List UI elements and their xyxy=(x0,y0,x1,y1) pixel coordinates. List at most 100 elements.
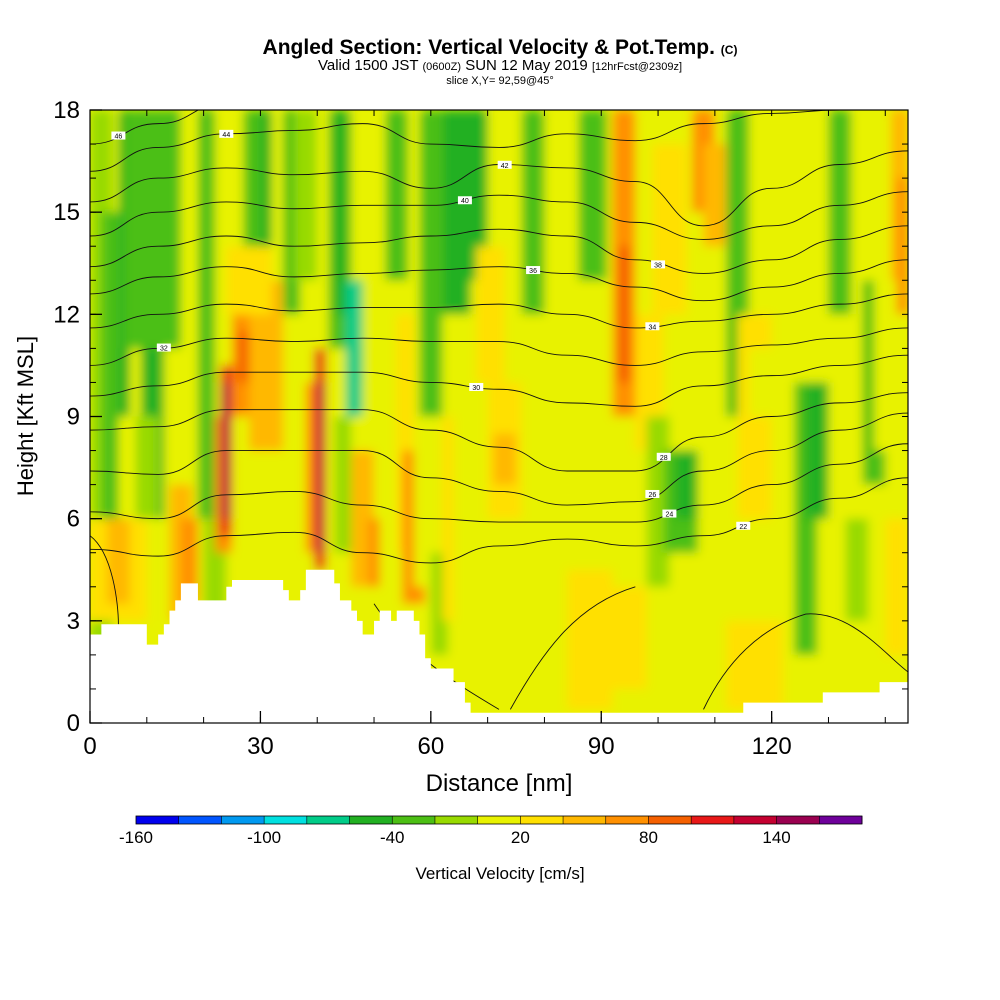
velocity-patch xyxy=(589,586,647,689)
contour-label-bg xyxy=(469,382,484,391)
velocity-patch xyxy=(318,382,323,553)
contour-label: 30 xyxy=(472,385,480,392)
velocity-patch xyxy=(618,246,630,383)
velocity-patch xyxy=(226,246,272,315)
contour-label: 36 xyxy=(529,268,537,275)
velocity-patch xyxy=(419,110,443,417)
y-tick-label: 0 xyxy=(67,710,80,737)
velocity-patch xyxy=(464,110,488,281)
colorbar-swatch xyxy=(819,816,863,824)
y-tick-label: 6 xyxy=(67,506,80,533)
velocity-patch xyxy=(476,246,505,383)
colorbar-swatch xyxy=(605,816,649,824)
colorbar-label: Vertical Velocity [cm/s] xyxy=(415,864,585,883)
contour-label-bg xyxy=(645,322,660,331)
colorbar-swatch xyxy=(221,816,265,824)
theta-contour-line xyxy=(703,613,908,710)
velocity-patch xyxy=(180,518,198,604)
velocity-patch xyxy=(493,433,517,485)
velocity-patch xyxy=(760,110,784,315)
velocity-patch xyxy=(351,348,363,383)
theta-contour-line xyxy=(90,191,908,240)
velocity-patch xyxy=(294,110,318,281)
contour-label: 32 xyxy=(160,346,168,353)
contour-label-bg xyxy=(497,160,512,169)
theta-contour-line xyxy=(90,535,119,625)
theta-contour-line xyxy=(90,477,908,564)
colorbar-swatch xyxy=(349,816,393,824)
colorbar-tick-label: -100 xyxy=(247,828,281,847)
title-block: Angled Section: Vertical Velocity & Pot.… xyxy=(0,36,1000,87)
velocity-patch xyxy=(124,110,181,349)
chart-title-unit: (C) xyxy=(720,43,738,57)
velocity-patch xyxy=(652,144,687,315)
x-tick-label: 90 xyxy=(588,733,615,760)
contour-label-bg xyxy=(526,266,541,275)
colorbar-swatch xyxy=(691,816,735,824)
colorbar xyxy=(135,815,863,825)
valid-date: SUN 12 May 2019 xyxy=(465,57,588,74)
colorbar-swatch xyxy=(776,816,820,824)
contour-label: 46 xyxy=(115,134,123,141)
theta-contour-line xyxy=(90,259,908,302)
contour-label: 38 xyxy=(654,262,662,269)
colorbar-tick-label: -40 xyxy=(380,828,405,847)
velocity-patch xyxy=(135,416,159,519)
contour-label: 42 xyxy=(501,163,509,170)
colorbar-swatch xyxy=(733,816,778,824)
colorbar-swatch xyxy=(477,816,521,824)
velocity-patch xyxy=(521,110,545,315)
contour-label-bg xyxy=(457,196,472,205)
velocity-patch xyxy=(726,620,784,710)
y-tick-label: 9 xyxy=(67,404,80,431)
x-tick-label: 60 xyxy=(417,733,444,760)
colorbar-swatch xyxy=(434,816,479,824)
contour-label-bg xyxy=(662,509,677,518)
theta-contour-line xyxy=(90,293,908,329)
y-axis-label: Height [Kft MSL] xyxy=(13,336,38,496)
contour-label-bg xyxy=(645,489,660,498)
valid-time: Valid 1500 JST (0600Z) SUN 12 May 2019 [… xyxy=(0,58,1000,75)
colorbar-frame xyxy=(135,815,863,825)
velocity-patch xyxy=(385,110,409,281)
contour-label: 22 xyxy=(739,524,747,531)
slice-info: slice X,Y= 92,59@45° xyxy=(446,75,554,87)
chart-title-text: Angled Section: Vertical Velocity & Pot.… xyxy=(262,36,715,59)
theta-contour-labels: 46 44 42 40 38 36 34 32 30 28 26 24 22 xyxy=(111,129,751,531)
velocity-patch xyxy=(107,518,130,604)
velocity-patch xyxy=(578,110,607,281)
theta-contour-line xyxy=(509,586,636,710)
velocity-patch xyxy=(197,110,215,519)
velocity-patch xyxy=(368,518,380,587)
valid-time-local: Valid 1500 JST xyxy=(317,57,419,74)
y-tick-label: 3 xyxy=(67,608,80,635)
y-tick-label: 12 xyxy=(53,301,80,328)
contour-label: 40 xyxy=(461,198,469,205)
colorbar-swatch xyxy=(648,816,692,824)
contour-label-bg xyxy=(156,343,171,352)
theta-contour-line xyxy=(90,443,908,523)
contour-label: 28 xyxy=(660,455,668,462)
theta-contour-line xyxy=(90,327,908,366)
velocity-patch xyxy=(675,450,698,519)
valid-time-utc: (0600Z) xyxy=(422,61,462,73)
contour-label: 24 xyxy=(666,512,674,519)
theta-contours xyxy=(90,110,908,710)
velocity-patch xyxy=(260,110,272,247)
chart-title: Angled Section: Vertical Velocity & Pot.… xyxy=(0,36,1000,62)
velocity-patch xyxy=(748,348,784,417)
velocity-patches xyxy=(90,110,908,723)
x-tick-label: 120 xyxy=(752,733,792,760)
theta-contour-line xyxy=(90,392,908,472)
colorbar-swatch xyxy=(306,816,351,824)
theta-contour-line xyxy=(90,412,908,506)
velocity-patch xyxy=(771,484,795,621)
velocity-patch xyxy=(703,144,727,247)
forecast-info: [12hrFcst@2309z] xyxy=(591,61,682,73)
y-tick-label: 18 xyxy=(53,97,80,124)
y-tick-label: 15 xyxy=(53,199,80,226)
velocity-patch xyxy=(243,110,261,247)
contour-label-bg xyxy=(219,129,234,138)
